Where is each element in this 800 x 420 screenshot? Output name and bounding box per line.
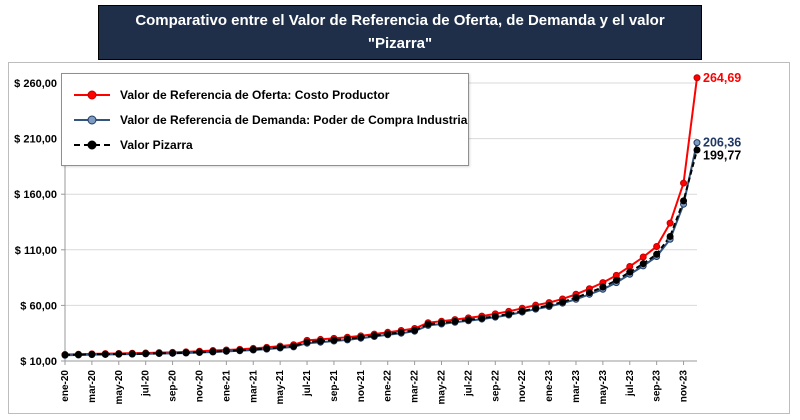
end-label-2: 199,77 xyxy=(703,149,741,163)
svg-text:$ 10,00: $ 10,00 xyxy=(20,356,57,368)
series-markers-1 xyxy=(61,139,701,359)
y-axis-labels: $ 10,00 $ 60,00 $ 110,00 $ 160,00 $ 210,00 $ … xyxy=(14,78,57,368)
chart-area: $ 10,00 $ 60,00 $ 110,00 $ 160,00 $ 210,00 $ … xyxy=(8,62,790,414)
chart-title-line2: "Pizarra" xyxy=(367,35,433,53)
legend-item-oferta: Valor de Referencia de Oferta: Costo Pro… xyxy=(74,82,456,107)
svg-text:sep-21: sep-21 xyxy=(329,370,340,402)
svg-text:ene-21: ene-21 xyxy=(221,370,232,402)
legend-swatch-oferta-icon xyxy=(74,90,110,100)
svg-text:$ 260,00: $ 260,00 xyxy=(14,78,57,90)
series-markers-2 xyxy=(61,146,701,359)
chart-title-line1: Comparativo entre el Valor de Referencia… xyxy=(135,12,665,29)
svg-text:sep-22: sep-22 xyxy=(490,370,501,402)
svg-text:nov-20: nov-20 xyxy=(194,370,205,403)
svg-text:mar-23: mar-23 xyxy=(571,370,582,403)
svg-text:jul-21: jul-21 xyxy=(302,370,313,398)
svg-text:sep-20: sep-20 xyxy=(168,370,179,402)
svg-text:mar-20: mar-20 xyxy=(87,370,98,403)
svg-text:nov-22: nov-22 xyxy=(517,370,528,403)
svg-text:may-20: may-20 xyxy=(114,370,125,405)
end-label-1: 206,36 xyxy=(703,136,741,150)
svg-text:ene-20: ene-20 xyxy=(60,370,71,402)
svg-text:mar-21: mar-21 xyxy=(248,370,259,403)
legend-label-pizarra: Valor Pizarra xyxy=(120,137,193,152)
chart-title-banner: Comparativo entre el Valor de Referencia… xyxy=(98,5,702,60)
svg-text:ene-22: ene-22 xyxy=(383,370,394,402)
svg-text:may-23: may-23 xyxy=(598,370,609,405)
svg-text:may-22: may-22 xyxy=(437,370,448,405)
x-axis-labels: ene-20 mar-20 may-20 jul-20 sep-20 nov-20 ene-… xyxy=(60,370,690,405)
legend-item-pizarra: Valor Pizarra xyxy=(74,132,456,157)
series-line-2 xyxy=(64,149,698,356)
svg-text:nov-23: nov-23 xyxy=(679,370,690,403)
svg-text:nov-21: nov-21 xyxy=(356,370,367,403)
svg-text:mar-22: mar-22 xyxy=(410,370,421,403)
legend-swatch-pizarra-icon xyxy=(74,140,110,150)
svg-text:may-21: may-21 xyxy=(275,370,286,405)
legend-item-demanda: Valor de Referencia de Demanda: Poder de… xyxy=(74,107,467,132)
svg-text:$ 210,00: $ 210,00 xyxy=(14,134,57,146)
legend-label-demanda: Valor de Referencia de Demanda: Poder de… xyxy=(120,112,468,127)
svg-text:sep-23: sep-23 xyxy=(652,370,663,402)
end-label-0: 264,69 xyxy=(703,71,741,85)
legend-label-oferta: Valor de Referencia de Oferta: Costo Pro… xyxy=(120,87,390,102)
svg-text:$ 110,00: $ 110,00 xyxy=(15,245,57,257)
svg-text:jul-20: jul-20 xyxy=(141,370,152,398)
chart-legend: Valor de Referencia de Oferta: Costo Pro… xyxy=(61,73,469,166)
svg-text:jul-23: jul-23 xyxy=(625,370,636,398)
svg-text:jul-22: jul-22 xyxy=(463,370,474,398)
series-line-1 xyxy=(64,142,698,357)
svg-text:$ 60,00: $ 60,00 xyxy=(20,300,57,312)
legend-swatch-demanda-icon xyxy=(74,115,110,125)
svg-text:$ 160,00: $ 160,00 xyxy=(14,189,57,201)
svg-text:ene-23: ene-23 xyxy=(544,370,555,402)
